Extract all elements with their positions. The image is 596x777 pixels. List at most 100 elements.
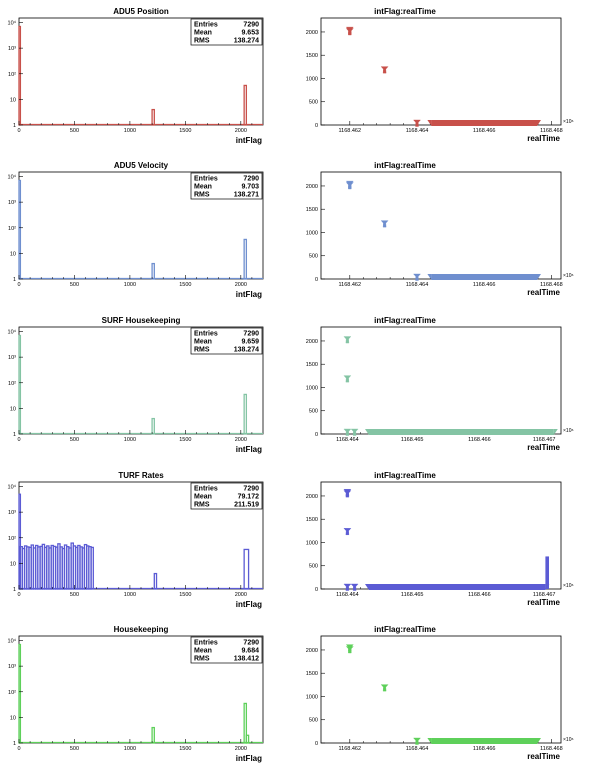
data-band (369, 429, 554, 435)
y-tick-label: 0 (315, 587, 318, 593)
x-axis-label: realTime (527, 134, 560, 143)
data-band-cap (537, 274, 541, 280)
x-tick-label: 1168.462 (339, 128, 362, 134)
x-tick-label: 1168.466 (473, 282, 496, 288)
data-spike (545, 556, 549, 589)
x-tick-label: 2000 (235, 128, 247, 134)
x-axis-exponent: ×10⁶ (563, 583, 574, 589)
x-axis-label: realTime (527, 598, 560, 607)
y-tick-label: 500 (309, 409, 318, 415)
stats-label: RMS (194, 192, 210, 199)
y-tick-label: 10⁴ (8, 638, 17, 645)
stats-value: 7290 (243, 331, 259, 338)
scatter-point (350, 583, 359, 591)
data-band (369, 584, 546, 590)
y-tick-label: 1500 (306, 517, 318, 523)
stats-value: 7290 (243, 486, 259, 493)
y-tick-label: 0 (315, 432, 318, 438)
x-tick-label: 0 (17, 746, 20, 752)
scatter-point (345, 646, 354, 654)
x-tick-label: 2000 (235, 746, 247, 752)
y-tick-label: 1500 (306, 207, 318, 213)
x-tick-label: 1168.464 (406, 128, 429, 134)
y-tick-label: 2000 (306, 30, 318, 36)
x-tick-label: 1168.464 (336, 592, 359, 598)
chart-title: intFlag:realTime (374, 7, 436, 16)
y-tick-label: 1 (13, 587, 16, 593)
scatter-point (343, 528, 352, 536)
chart-panel-8: Housekeeping 0 500 1000 1500 2000 1 10 10² 10³ 10⁴… (8, 625, 264, 763)
x-tick-label: 1500 (179, 128, 191, 134)
y-tick-label: 10⁴ (8, 484, 17, 491)
scatter-point (380, 66, 389, 74)
chart-title: TURF Rates (118, 471, 164, 480)
data-band-cap (537, 738, 541, 744)
x-axis-label: intFlag (236, 600, 262, 609)
data-band-cap (427, 274, 432, 280)
data-band-cap (537, 120, 541, 126)
x-axis-exponent: ×10⁶ (563, 428, 574, 434)
y-tick-label: 10 (10, 715, 16, 721)
stats-box (190, 327, 263, 355)
x-tick-label: 1168.464 (406, 282, 429, 288)
y-tick-label: 1 (13, 741, 16, 747)
x-tick-label: 0 (17, 437, 20, 443)
data-band-cap (553, 429, 558, 435)
y-tick-label: 0 (315, 123, 318, 129)
x-tick-label: 1000 (124, 128, 136, 134)
x-tick-label: 1500 (179, 592, 191, 598)
x-tick-label: 1168.466 (473, 128, 496, 134)
scatter-point (380, 220, 389, 228)
y-tick-label: 10 (10, 561, 16, 567)
chart-panel-0: ADU5 Position 0 500 1000 1500 2000 1 10 10² 10³ 10… (8, 7, 264, 145)
y-tick-label: 1000 (306, 76, 318, 82)
y-tick-label: 10² (8, 226, 16, 232)
scatter-point (413, 273, 421, 281)
scatter-point (345, 182, 354, 190)
x-tick-label: 1000 (124, 746, 136, 752)
plot-frame (320, 481, 562, 590)
stats-value: 138.274 (234, 38, 259, 45)
data-band (431, 120, 537, 126)
y-tick-label: 500 (309, 718, 318, 724)
stats-label: Mean (194, 339, 212, 346)
y-tick-label: 10 (10, 97, 16, 103)
plot-frame (320, 171, 562, 280)
x-axis-label: realTime (527, 752, 560, 761)
y-tick-label: 500 (309, 254, 318, 260)
y-tick-label: 10⁴ (8, 174, 17, 181)
scatter-point (380, 684, 389, 692)
y-tick-label: 2000 (306, 184, 318, 190)
x-tick-label: 1168.468 (540, 746, 563, 752)
y-tick-label: 500 (309, 564, 318, 570)
x-tick-label: 1168.467 (533, 592, 556, 598)
scatter-point (350, 428, 359, 436)
y-tick-label: 10² (8, 690, 16, 696)
x-tick-label: 1168.466 (468, 592, 491, 598)
x-axis-label: intFlag (236, 290, 262, 299)
y-tick-label: 10³ (8, 355, 16, 361)
stats-label: Entries (194, 486, 218, 493)
x-tick-label: 1168.465 (401, 592, 424, 598)
y-tick-label: 10³ (8, 664, 16, 670)
x-tick-label: 2000 (235, 282, 247, 288)
y-tick-label: 1 (13, 432, 16, 438)
stats-value: 9.653 (241, 30, 259, 37)
x-tick-label: 1000 (124, 592, 136, 598)
stats-value: 211.519 (234, 502, 259, 509)
stats-label: Entries (194, 22, 218, 29)
y-tick-label: 10³ (8, 46, 16, 52)
stats-label: Mean (194, 184, 212, 191)
x-tick-label: 1500 (179, 282, 191, 288)
stats-box (190, 172, 263, 200)
x-tick-label: 1000 (124, 282, 136, 288)
y-tick-label: 2000 (306, 648, 318, 654)
x-tick-label: 1168.464 (336, 437, 359, 443)
x-axis-label: realTime (527, 443, 560, 452)
y-tick-label: 10 (10, 406, 16, 412)
stats-value: 138.274 (234, 347, 259, 354)
data-band (431, 274, 537, 280)
scatter-point (413, 737, 421, 745)
chart-panel-3: intFlag:realTime 0 500 1000 1500 2000 1168.462… (306, 161, 574, 297)
chart-title: intFlag:realTime (374, 471, 436, 480)
